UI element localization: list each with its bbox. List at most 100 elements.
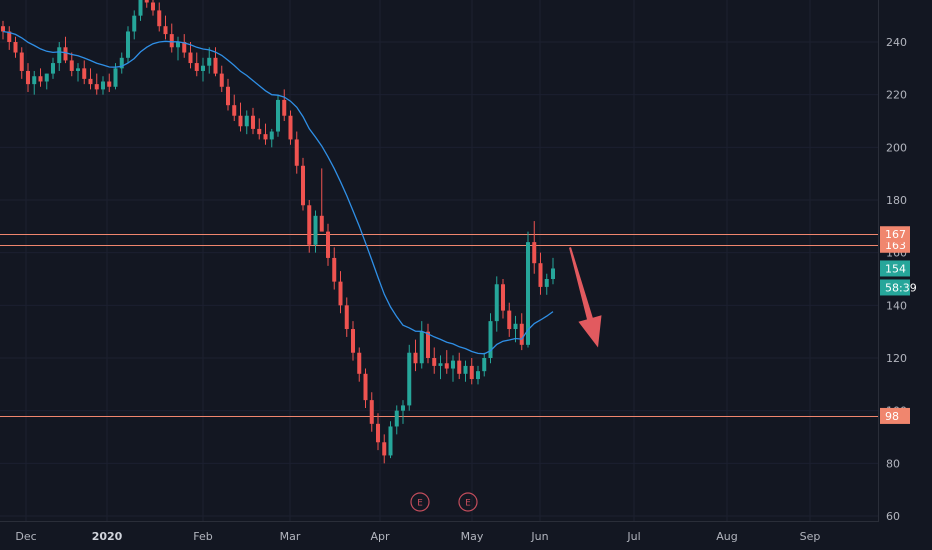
candle[interactable] bbox=[176, 36, 180, 61]
candle[interactable] bbox=[82, 60, 87, 85]
candle[interactable] bbox=[494, 276, 499, 332]
candle[interactable] bbox=[282, 89, 287, 121]
candle-body bbox=[413, 352, 418, 364]
candle[interactable] bbox=[382, 434, 387, 464]
candle[interactable] bbox=[263, 123, 268, 145]
candle[interactable] bbox=[32, 70, 37, 95]
candle[interactable] bbox=[469, 358, 474, 385]
candle[interactable] bbox=[294, 131, 299, 174]
candle[interactable] bbox=[432, 347, 437, 374]
candle[interactable] bbox=[363, 368, 368, 409]
candle[interactable] bbox=[207, 47, 212, 74]
candle[interactable] bbox=[26, 63, 30, 93]
candle[interactable] bbox=[163, 15, 168, 40]
candle-body bbox=[351, 329, 355, 353]
candle[interactable] bbox=[238, 102, 243, 132]
candle[interactable] bbox=[219, 65, 224, 93]
candle[interactable] bbox=[19, 47, 24, 79]
candle[interactable] bbox=[13, 36, 18, 58]
candle[interactable] bbox=[544, 273, 549, 295]
candle[interactable] bbox=[451, 355, 455, 382]
candlestick-series[interactable] bbox=[1, 0, 555, 464]
candle[interactable] bbox=[7, 26, 12, 50]
candle[interactable] bbox=[201, 57, 205, 82]
candle[interactable] bbox=[138, 0, 143, 21]
candle-body bbox=[376, 423, 380, 443]
candle-body bbox=[282, 99, 287, 116]
candle[interactable] bbox=[357, 347, 362, 382]
candle[interactable] bbox=[401, 400, 405, 424]
earnings-marker[interactable]: E bbox=[458, 492, 478, 512]
candle[interactable] bbox=[188, 42, 193, 69]
candle[interactable] bbox=[1, 20, 5, 40]
candle[interactable] bbox=[144, 0, 149, 8]
candle[interactable] bbox=[507, 302, 512, 337]
candle[interactable] bbox=[369, 392, 374, 432]
candle[interactable] bbox=[463, 360, 468, 382]
candle[interactable] bbox=[119, 52, 124, 74]
candle[interactable] bbox=[413, 339, 418, 372]
candle[interactable] bbox=[438, 355, 443, 380]
candle[interactable] bbox=[63, 36, 68, 64]
candle[interactable] bbox=[376, 413, 380, 451]
candle[interactable] bbox=[482, 352, 487, 377]
candle[interactable] bbox=[94, 73, 99, 95]
candle[interactable] bbox=[332, 247, 337, 290]
candle[interactable] bbox=[151, 0, 155, 16]
candle[interactable] bbox=[276, 94, 280, 137]
candle[interactable] bbox=[313, 210, 318, 253]
candle[interactable] bbox=[257, 118, 262, 140]
candle[interactable] bbox=[388, 421, 393, 459]
candle[interactable] bbox=[526, 231, 530, 348]
candle[interactable] bbox=[344, 297, 349, 337]
candle[interactable] bbox=[307, 200, 312, 253]
earnings-marker[interactable]: E bbox=[410, 492, 430, 512]
candle[interactable] bbox=[51, 57, 55, 79]
candle[interactable] bbox=[251, 107, 255, 135]
candle[interactable] bbox=[232, 94, 237, 121]
candle[interactable] bbox=[538, 252, 543, 295]
candle[interactable] bbox=[519, 313, 524, 351]
candle[interactable] bbox=[319, 168, 324, 232]
candle[interactable] bbox=[132, 10, 137, 40]
candle[interactable] bbox=[101, 76, 105, 95]
candle[interactable] bbox=[551, 257, 555, 285]
candle[interactable] bbox=[169, 23, 174, 53]
candle[interactable] bbox=[157, 2, 162, 32]
y-tick-label: 80 bbox=[886, 457, 900, 470]
candle[interactable] bbox=[194, 52, 199, 77]
candle[interactable] bbox=[394, 405, 399, 435]
down-arrow-annotation[interactable] bbox=[569, 247, 602, 348]
candle[interactable] bbox=[226, 78, 230, 111]
candle[interactable] bbox=[107, 73, 112, 93]
candle[interactable] bbox=[126, 26, 130, 64]
candle[interactable] bbox=[326, 223, 330, 266]
candle[interactable] bbox=[288, 110, 293, 145]
candle[interactable] bbox=[69, 52, 74, 77]
candle[interactable] bbox=[351, 321, 355, 361]
candle[interactable] bbox=[182, 34, 187, 58]
candle[interactable] bbox=[501, 279, 505, 319]
candle[interactable] bbox=[57, 42, 62, 71]
candle[interactable] bbox=[269, 128, 274, 148]
candle[interactable] bbox=[444, 350, 449, 374]
candle[interactable] bbox=[338, 271, 343, 314]
candle[interactable] bbox=[457, 352, 462, 380]
candle[interactable] bbox=[407, 344, 412, 411]
candle[interactable] bbox=[88, 68, 93, 90]
candle[interactable] bbox=[76, 63, 80, 82]
countdown-badge-bg bbox=[880, 279, 910, 296]
candle[interactable] bbox=[426, 323, 430, 364]
candle[interactable] bbox=[419, 321, 424, 369]
candle[interactable] bbox=[244, 110, 249, 135]
candle[interactable] bbox=[513, 315, 518, 343]
candle[interactable] bbox=[488, 313, 493, 364]
candle[interactable] bbox=[476, 365, 480, 385]
candle[interactable] bbox=[532, 221, 537, 274]
candle[interactable] bbox=[38, 68, 43, 87]
time-axis[interactable]: Dec 2020 Feb Mar Apr May Jun Jul Aug Sep bbox=[15, 530, 820, 543]
candle[interactable] bbox=[44, 73, 49, 90]
candle[interactable] bbox=[301, 157, 305, 211]
